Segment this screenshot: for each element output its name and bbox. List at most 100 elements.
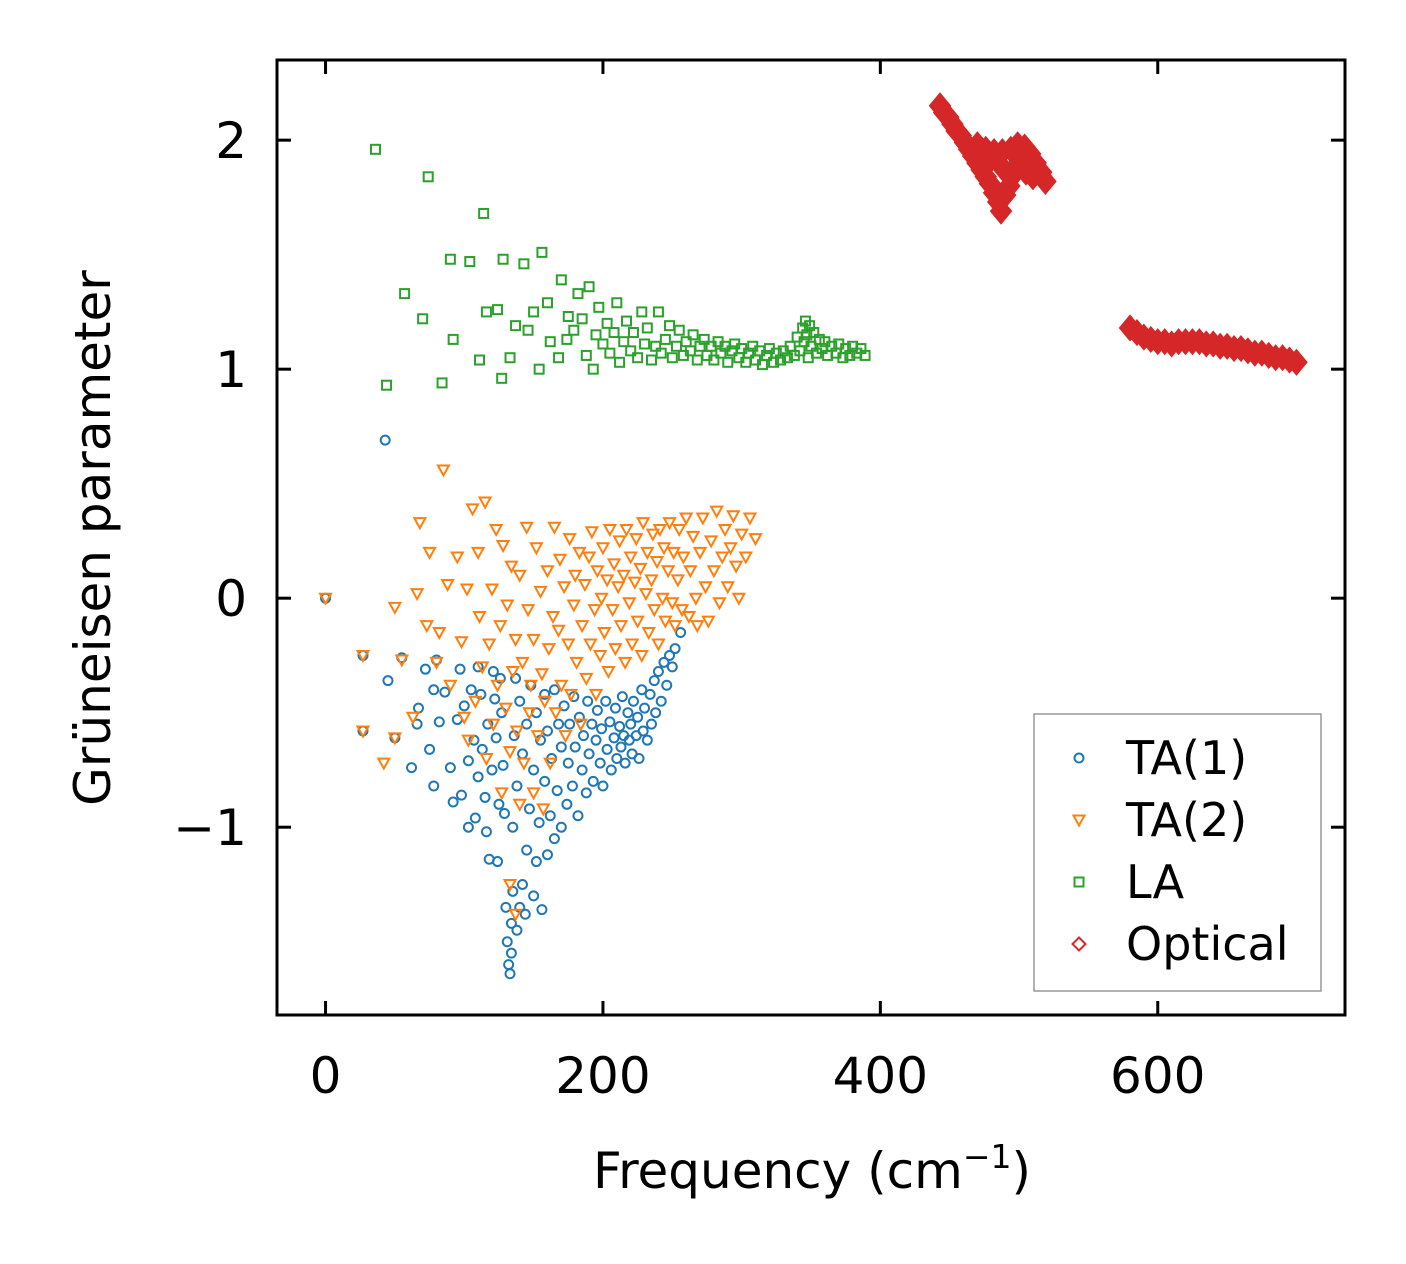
data-point xyxy=(600,695,612,707)
data-point xyxy=(584,526,600,540)
data-point xyxy=(660,565,676,579)
data-point xyxy=(564,718,576,730)
data-point xyxy=(498,702,514,716)
plot-area-frame xyxy=(275,58,1347,1017)
data-point xyxy=(664,649,676,661)
data-point xyxy=(515,656,530,670)
data-point xyxy=(641,627,656,641)
data-point xyxy=(623,551,638,565)
data-point xyxy=(647,604,662,618)
data-point xyxy=(555,821,567,833)
data-point xyxy=(681,611,697,625)
data-point xyxy=(645,354,657,366)
data-point xyxy=(648,675,660,687)
data-point xyxy=(494,672,506,684)
data-point xyxy=(486,764,498,776)
data-point xyxy=(859,349,871,361)
data-point xyxy=(399,288,411,300)
data-point xyxy=(641,322,653,334)
data-point xyxy=(993,181,1017,209)
data-point xyxy=(655,695,667,707)
data-point xyxy=(592,649,608,664)
data-point xyxy=(655,592,670,606)
data-point xyxy=(526,633,541,647)
data-point xyxy=(573,718,588,732)
data-point xyxy=(706,565,722,579)
data-point xyxy=(528,764,540,776)
data-point xyxy=(728,560,744,574)
data-point xyxy=(591,704,603,716)
data-point xyxy=(805,340,817,352)
data-point xyxy=(490,732,502,744)
data-point xyxy=(666,546,681,560)
data-point xyxy=(479,791,491,803)
data-point xyxy=(493,798,505,810)
data-point xyxy=(517,878,529,890)
data-point xyxy=(616,691,628,703)
data-point xyxy=(469,812,481,824)
data-point xyxy=(645,528,661,542)
data-point xyxy=(687,329,699,341)
data-point xyxy=(461,734,476,748)
y-axis-ticks: −1 0 1 2 xyxy=(173,112,1345,857)
data-point xyxy=(521,844,533,856)
data-point xyxy=(670,574,686,588)
data-point xyxy=(504,968,516,980)
data-point xyxy=(601,665,616,680)
data-point xyxy=(536,904,548,916)
data-point xyxy=(555,741,567,753)
data-point xyxy=(583,281,595,293)
data-point xyxy=(568,569,583,583)
data-point xyxy=(409,588,425,602)
data-point xyxy=(474,354,486,366)
data-point xyxy=(429,656,444,670)
data-point xyxy=(512,569,527,583)
data-point xyxy=(492,304,504,316)
data-point xyxy=(561,798,573,810)
data-point xyxy=(505,947,517,959)
data-point xyxy=(666,661,678,673)
data-point xyxy=(379,434,391,446)
series-la xyxy=(369,143,871,391)
data-point xyxy=(625,345,637,357)
data-point xyxy=(530,730,545,744)
data-point xyxy=(487,665,499,677)
data-point xyxy=(419,620,434,634)
data-point xyxy=(590,565,605,579)
data-point xyxy=(417,313,429,325)
data-point xyxy=(659,333,671,345)
data-point xyxy=(601,743,613,755)
data-point xyxy=(593,301,605,313)
data-point xyxy=(518,258,530,270)
data-point xyxy=(574,620,590,634)
data-point xyxy=(480,826,492,838)
data-point xyxy=(633,562,648,576)
data-point xyxy=(522,707,537,721)
x-axis-ticks: 0 200 400 600 xyxy=(310,60,1205,1105)
data-point xyxy=(621,315,633,327)
data-point xyxy=(534,668,550,682)
data-point xyxy=(661,679,673,691)
data-point xyxy=(381,379,393,391)
data-point xyxy=(475,661,490,675)
data-point xyxy=(731,592,747,606)
data-point xyxy=(644,574,659,588)
data-point xyxy=(470,546,486,560)
data-point xyxy=(478,207,490,219)
data-point xyxy=(520,604,536,618)
data-point xyxy=(537,695,552,709)
data-point xyxy=(597,338,609,350)
data-point xyxy=(468,695,483,709)
data-point xyxy=(508,908,523,922)
data-point xyxy=(582,695,594,707)
data-point xyxy=(475,688,487,700)
data-point xyxy=(502,746,518,760)
data-point xyxy=(669,643,681,655)
data-point xyxy=(629,533,644,547)
data-point xyxy=(701,615,716,629)
data-point xyxy=(645,718,657,730)
data-point xyxy=(569,656,584,670)
data-point xyxy=(462,821,474,833)
data-points xyxy=(318,92,1308,980)
